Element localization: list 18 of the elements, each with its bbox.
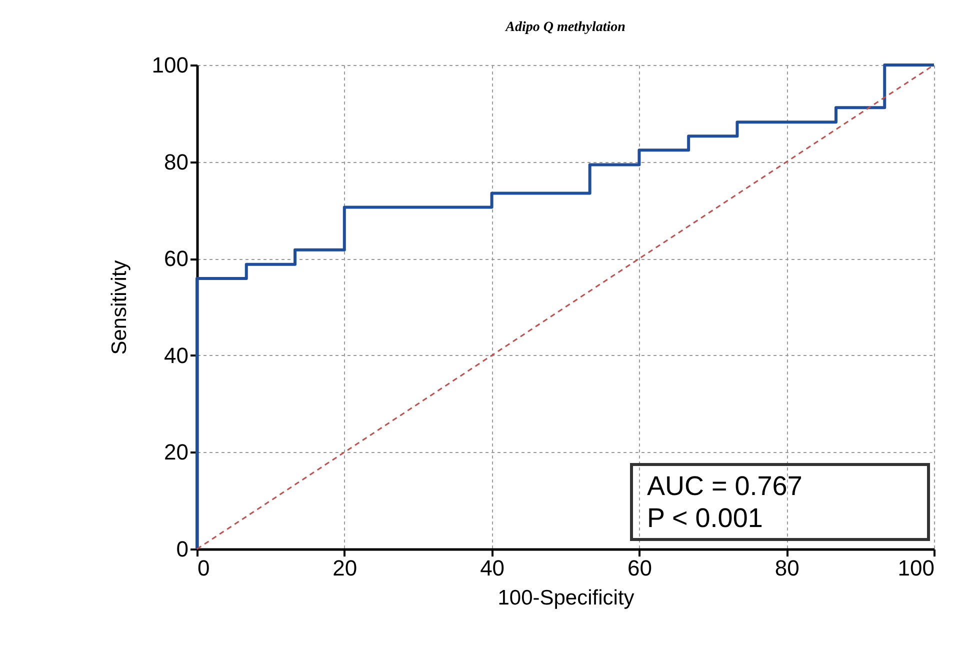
y-tick-label: 0 xyxy=(176,536,188,562)
x-tick-label: 40 xyxy=(480,556,505,580)
x-tick-label: 0 xyxy=(198,556,210,580)
x-tick-label: 20 xyxy=(332,556,358,580)
y-axis-title: Sensitivity xyxy=(108,260,131,355)
annotation-box: AUC = 0.767 P < 0.001 xyxy=(630,463,930,541)
y-tick-label: 20 xyxy=(164,440,188,465)
y-tick-label: 40 xyxy=(164,342,188,368)
y-tick-label: 60 xyxy=(164,246,188,272)
x-tick-label: 60 xyxy=(627,556,652,580)
annotation: AUC = 0.767 xyxy=(647,470,804,502)
y-tick-label: 100 xyxy=(152,52,188,78)
y-tick-label: 80 xyxy=(164,149,188,174)
x-tick-label: 100 xyxy=(898,556,934,580)
x-axis-title: 100-Specificity xyxy=(498,586,635,610)
x-tick-label: 80 xyxy=(774,556,800,580)
annotation: P < 0.001 xyxy=(647,502,764,534)
chart-title: Adipo Q methylation xyxy=(504,20,626,35)
